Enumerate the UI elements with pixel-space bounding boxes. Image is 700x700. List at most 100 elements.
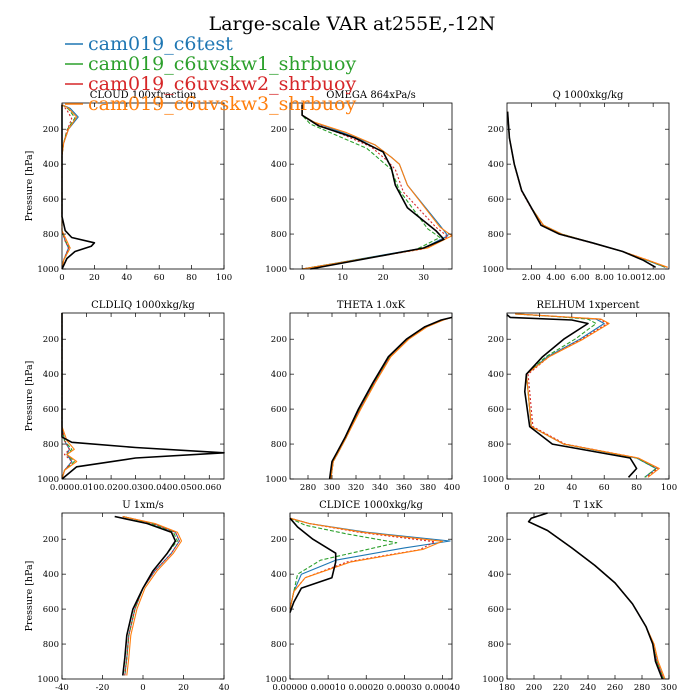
- x-tick-label: 380: [420, 483, 436, 493]
- y-tick-label: 200: [271, 335, 287, 345]
- x-tick-label: 0: [299, 273, 304, 283]
- x-tick-label: 2.00: [522, 273, 541, 283]
- x-tick-label: 340: [372, 483, 388, 493]
- x-tick-label: 8.00: [595, 273, 614, 283]
- y-tick-label: 400: [488, 370, 504, 380]
- panel-cldice: CLDICE 1000xkg/kg0.00000 0.00010 0.00020 0.…: [265, 500, 460, 693]
- x-tick-label: 80: [186, 273, 197, 283]
- series-line-2: [507, 111, 666, 268]
- y-tick-label: 600: [488, 405, 504, 415]
- plot-frame: [61, 312, 225, 480]
- y-tick-label: 1000: [37, 265, 59, 275]
- y-tick-label: 600: [43, 405, 59, 415]
- plot-frame: [61, 512, 225, 680]
- series-line-4: [289, 517, 444, 610]
- x-tick-label: 60: [599, 483, 610, 493]
- y-tick-label: 200: [271, 535, 287, 545]
- series-line-3: [122, 515, 180, 676]
- legend-entry: cam019_c6uvskw2_shrbuoy: [88, 73, 356, 95]
- series-line-2: [122, 515, 178, 676]
- panel-title: CLOUD 100xfraction: [90, 90, 197, 101]
- x-tick-label: 180: [499, 683, 515, 693]
- y-axis-label: Pressure [hPa]: [24, 151, 35, 222]
- y-tick-label: 400: [271, 570, 287, 580]
- series-line-obs: [301, 104, 445, 270]
- panel-title: Q 1000xkg/kg: [553, 90, 624, 101]
- legend: cam019_c6testcam019_c6uvskw1_shrbuoycam0…: [65, 33, 356, 115]
- panel-cloud: CLOUD 100xfraction Pressure [hPa] 0 20 40 60 8…: [24, 90, 232, 283]
- x-tick-label: 0.00040: [425, 683, 460, 693]
- series-line-4: [515, 313, 660, 478]
- x-tick-label: 80: [631, 483, 642, 493]
- y-tick-label: 800: [271, 440, 287, 450]
- x-tick-label: 20: [378, 273, 389, 283]
- y-tick-label: 1000: [265, 675, 287, 685]
- panel-title: OMEGA 864xPa/s: [326, 90, 416, 101]
- x-tick-label: 200: [526, 683, 542, 693]
- x-tick-label: 0: [140, 683, 145, 693]
- x-tick-label: 20: [89, 273, 100, 283]
- panel-q: Q 1000xkg/kg 2.00 4.00 6.00 8.00 10.00 12.00 20…: [482, 90, 670, 283]
- y-tick-label: 1000: [482, 475, 504, 485]
- x-tick-label: 320: [348, 483, 364, 493]
- legend-entry: cam019_c6uvskw3_shrbuoy: [88, 93, 356, 115]
- y-tick-label: 200: [488, 125, 504, 135]
- plot-frame: [506, 102, 670, 270]
- y-tick-label: 400: [43, 570, 59, 580]
- x-tick-label: 400: [444, 483, 460, 493]
- x-tick-label: 40: [121, 273, 132, 283]
- panel-title: THETA 1.0xK: [337, 300, 406, 311]
- y-tick-label: 400: [271, 370, 287, 380]
- y-tick-label: 200: [43, 335, 59, 345]
- y-axis-label: Pressure [hPa]: [24, 561, 35, 632]
- legend-entry: cam019_c6uvskw1_shrbuoy: [88, 53, 356, 75]
- x-tick-label: 20: [178, 683, 189, 693]
- series-line-4: [507, 111, 668, 268]
- x-tick-label: 0.00020: [349, 683, 384, 693]
- y-tick-label: 600: [488, 195, 504, 205]
- x-tick-label: 0.000: [50, 483, 74, 493]
- series-line-3: [528, 512, 665, 680]
- y-tick-label: 400: [43, 160, 59, 170]
- plot-frame: [289, 512, 453, 680]
- series-line-obs: [506, 314, 638, 478]
- series-line-4: [330, 316, 453, 480]
- panel-u: U 1xm/s Pressure [hPa] -40 -20 0 20 40 200 400 60…: [24, 500, 229, 693]
- x-tick-label: 20: [534, 483, 545, 493]
- y-tick-label: 1000: [265, 265, 287, 275]
- series-line-obs: [328, 316, 453, 480]
- panels: CLOUD 100xfraction Pressure [hPa] 0 20 40 60 8…: [24, 90, 677, 693]
- series-line-4: [61, 313, 78, 480]
- plot-frame: [506, 312, 670, 480]
- y-tick-label: 200: [43, 535, 59, 545]
- x-tick-label: 12.00: [641, 273, 665, 283]
- series-line-1: [330, 316, 453, 480]
- series-line-obs: [289, 517, 337, 613]
- x-tick-label: 0.00030: [387, 683, 422, 693]
- x-tick-label: 300: [324, 483, 340, 493]
- series-line-4: [301, 104, 453, 270]
- x-tick-label: 0.020: [99, 483, 123, 493]
- series-line-1: [528, 512, 665, 680]
- plot-frame: [506, 512, 670, 680]
- y-tick-label: 1000: [37, 675, 59, 685]
- x-tick-label: 360: [396, 483, 412, 493]
- x-tick-label: 6.00: [571, 273, 590, 283]
- panel-title: U 1xm/s: [122, 500, 164, 511]
- plot-frame: [289, 102, 453, 270]
- y-tick-label: 400: [43, 370, 59, 380]
- x-tick-label: 260: [607, 683, 623, 693]
- plot-frame: [61, 102, 225, 270]
- y-tick-label: 1000: [482, 675, 504, 685]
- series-line-1: [122, 515, 180, 676]
- y-tick-label: 800: [271, 230, 287, 240]
- y-tick-label: 800: [43, 230, 59, 240]
- series-line-2: [528, 512, 665, 680]
- panel-t: T 1xK 180 200 220 240 260 280 300 200 400 600 800 10…: [482, 500, 677, 693]
- panel-title: T 1xK: [573, 500, 603, 511]
- panel-omega: OMEGA 864xPa/s 0 10 20 30 200 400 600 800 1000: [265, 90, 453, 283]
- x-tick-label: 10: [337, 273, 348, 283]
- series-line-obs: [61, 313, 225, 480]
- series-line-3: [515, 313, 659, 478]
- y-tick-label: 200: [488, 535, 504, 545]
